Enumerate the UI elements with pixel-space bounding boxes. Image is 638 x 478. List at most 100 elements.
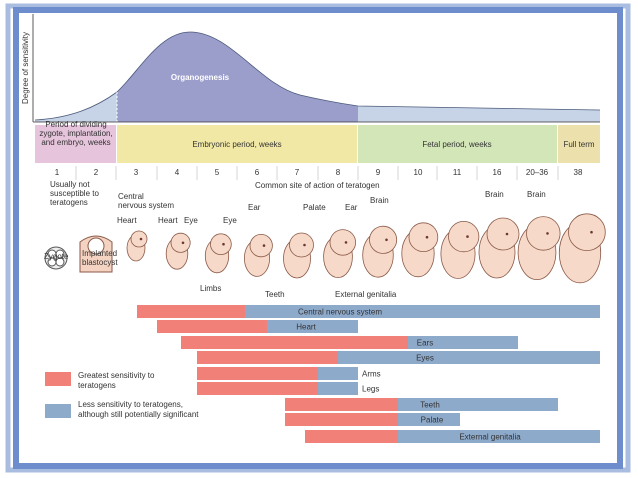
week-label: 8 [336, 168, 341, 177]
low-sensitivity-bar [267, 320, 358, 333]
annotation-line: Limbs [200, 284, 221, 293]
annotation-line: Implanted [82, 249, 117, 258]
low-sensitivity-bar [245, 305, 600, 318]
week-label: 1 [55, 168, 60, 177]
week-label: 6 [255, 168, 260, 177]
curve-label: Organogenesis [171, 73, 230, 82]
period-label-line: Fetal period, weeks [422, 140, 491, 149]
low-sensitivity-bar [398, 398, 558, 411]
annotation-line: Brain [527, 190, 546, 199]
annotation: Limbs [200, 284, 221, 293]
high-sensitivity-bar [305, 430, 398, 443]
annotation-line: External genitalia [335, 290, 397, 299]
annotation-line: teratogens [50, 198, 88, 207]
annotation: Common site of action of teratogen [255, 181, 380, 190]
week-label: 16 [493, 168, 502, 177]
high-sensitivity-bar [197, 351, 338, 364]
period-label: Fetal period, weeks [422, 140, 491, 149]
annotation-line: blastocyst [82, 258, 118, 267]
week-label: 38 [574, 168, 583, 177]
bar-label: Arms [362, 370, 381, 379]
period-label-line: and embryo, weeks [41, 138, 110, 147]
annotation-line: Eye [184, 216, 198, 225]
annotation: Brain [370, 196, 389, 205]
annotation-line: Brain [485, 190, 504, 199]
bar-label: Heart [296, 323, 316, 332]
annotation-line: Ear [345, 203, 358, 212]
week-label: 9 [376, 168, 381, 177]
annotation: Zygote [44, 252, 69, 261]
embryo-head [526, 216, 561, 251]
legend-label: Less sensitivity to teratogens, although … [78, 400, 199, 419]
annotation: Implanted blastocyst [82, 249, 118, 267]
annotation-line: Eye [223, 216, 237, 225]
annotation: Ear [345, 203, 358, 212]
embryo-eye [590, 230, 593, 234]
week-label: 4 [175, 168, 180, 177]
bar-label: Central nervous system [298, 308, 382, 317]
low-sensitivity-bar [398, 430, 600, 443]
embryo-head [289, 232, 314, 258]
period-label-line: Period of dividing [45, 120, 106, 129]
annotation-line: Teeth [265, 290, 285, 299]
annotation: Eye [184, 216, 198, 225]
low-sensitivity-bar [318, 367, 358, 380]
annotation-line: Central [118, 192, 144, 201]
embryo-head [568, 213, 606, 252]
embryo-head [369, 225, 398, 254]
embryo-head [329, 229, 357, 256]
week-label: 10 [414, 168, 423, 177]
high-sensitivity-bar [137, 305, 245, 318]
embryo-head [408, 222, 439, 253]
annotation: Ear [248, 203, 261, 212]
embryo-eye [344, 241, 348, 244]
high-sensitivity-bar [181, 336, 408, 349]
embryo-eye [505, 232, 509, 236]
annotation: External genitalia [335, 290, 397, 299]
annotation-line: Zygote [44, 252, 69, 261]
bar-label: Legs [362, 385, 379, 394]
period-label: Embryonic period, weeks [192, 140, 281, 149]
legend-label-line: Greatest sensitivity to [78, 371, 155, 380]
low-sensitivity-bar [338, 351, 600, 364]
embryo-head [170, 232, 191, 253]
annotation: Brain [527, 190, 546, 199]
annotation-line: Heart [158, 216, 178, 225]
week-label: 2 [94, 168, 99, 177]
sensitivity-curve [32, 14, 601, 123]
bar-label: Ears [417, 339, 433, 348]
bar-label: Palate [421, 416, 444, 425]
high-sensitivity-bar [197, 382, 318, 395]
legend-label: Greatest sensitivity to teratogens [78, 371, 155, 390]
annotation-line: nervous system [118, 201, 174, 210]
low-sensitivity-bar [318, 382, 358, 395]
annotation: Brain [485, 190, 504, 199]
high-sensitivity-bar [285, 398, 398, 411]
high-sensitivity-bar [197, 367, 318, 380]
embryo-eye [262, 244, 266, 247]
annotation-line: Palate [303, 203, 326, 212]
embryo-head [249, 234, 273, 258]
embryo-eye [222, 242, 225, 246]
high-sensitivity-bar [157, 320, 267, 333]
annotation-line: Ear [248, 203, 261, 212]
annotation-line: susceptible to [50, 189, 99, 198]
week-label: 3 [134, 168, 139, 177]
embryo-head [448, 221, 480, 253]
embryo-eye [546, 232, 549, 235]
week-label: 20–36 [526, 168, 549, 177]
annotation: Eye [223, 216, 237, 225]
embryo-eye [181, 241, 185, 245]
annotation-line: Heart [117, 216, 137, 225]
annotation-line: Brain [370, 196, 389, 205]
embryo-head [486, 217, 520, 251]
annotation: Usually not susceptible to teratogens [50, 180, 99, 207]
embryo-head [130, 230, 148, 248]
annotation-line: Usually not [50, 180, 90, 189]
annotation: Heart [117, 216, 137, 225]
period-label-line: Full term [563, 140, 594, 149]
annotation-line: Common site of action of teratogen [255, 181, 380, 190]
annotation: Central nervous system [118, 192, 174, 210]
low-sensitivity-bar [408, 336, 518, 349]
